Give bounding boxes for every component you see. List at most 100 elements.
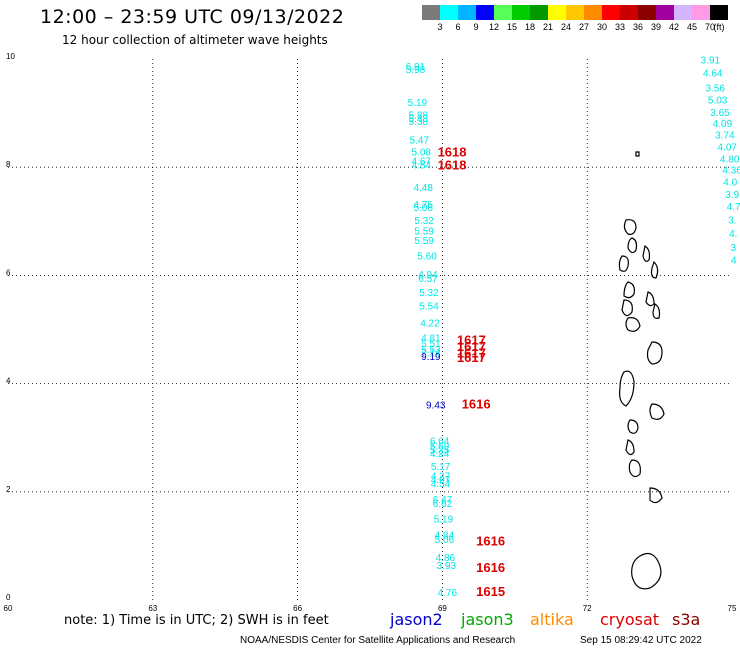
swh-value: 4.07 — [431, 475, 451, 486]
page-subtitle: 12 hour collection of altimeter wave hei… — [62, 33, 328, 47]
swh-value: 4.09 — [713, 119, 733, 130]
legend-swatch — [512, 5, 530, 20]
y-tick-label: 6 — [6, 268, 11, 277]
swh-value: 5.54 — [419, 301, 439, 312]
time-label: 1616 — [462, 396, 491, 411]
legend-label: 30 — [596, 22, 608, 32]
swh-value: 4.54 — [431, 479, 451, 490]
swh-value: 4. — [729, 229, 737, 240]
island-outline — [627, 419, 639, 434]
time-label: 1617 — [457, 339, 486, 354]
swh-value: 9.19 — [421, 352, 441, 363]
island-outline — [618, 255, 629, 272]
swh-value: 5.69 — [430, 442, 450, 453]
x-tick-label: 69 — [438, 604, 447, 613]
legend-label: 36 — [632, 22, 644, 32]
x-tick-label: 66 — [293, 604, 302, 613]
time-label: 1615 — [476, 584, 505, 599]
satellite-name: jason3 — [461, 610, 514, 629]
x-tick-label: 63 — [148, 604, 157, 613]
legend-label: 42 — [668, 22, 680, 32]
swh-value: 4.80 — [720, 154, 740, 165]
island-outline — [625, 317, 641, 332]
footer-credit: NOAA/NESDIS Center for Satellite Applica… — [240, 635, 516, 646]
swh-value: 4.75 — [413, 200, 433, 211]
swh-value: 4.64 — [703, 68, 723, 79]
time-label: 1617 — [457, 350, 486, 365]
color-legend — [422, 5, 728, 20]
satellite-name: jason2 — [390, 610, 443, 629]
legend-label: 15 — [506, 22, 518, 32]
time-label: 1616 — [476, 560, 505, 575]
swh-value: 4.81 — [421, 333, 441, 344]
island-outline — [625, 439, 635, 456]
legend-swatch — [476, 5, 494, 20]
time-label: 1616 — [476, 533, 505, 548]
note-text: note: 1) Time is in UTC; 2) SWH is in fe… — [64, 613, 329, 628]
legend-label: 12 — [488, 22, 500, 32]
swh-value: 3 — [731, 243, 737, 254]
swh-value: 5.38 — [409, 117, 429, 128]
swh-value: 5.53 — [421, 345, 441, 356]
legend-label: (ft) — [713, 22, 725, 32]
swh-value: 5.19 — [434, 515, 454, 526]
swh-value: 4.07 — [718, 142, 738, 153]
island-outline — [623, 219, 637, 235]
swh-value: 5.51 — [421, 339, 441, 350]
legend-swatch — [458, 5, 476, 20]
jason3-swh-labels: 6.915.985.195.885.485.385.475.084.674.84… — [406, 62, 458, 599]
swh-value: 4.27 — [431, 471, 451, 482]
x-tick-label: 75 — [728, 604, 737, 613]
swh-value: 5.32 — [419, 288, 439, 299]
island-outline — [623, 281, 635, 299]
island-outline — [628, 459, 641, 478]
swh-value: 6.57 — [418, 274, 438, 285]
swh-value: 7.14 — [421, 349, 441, 360]
lat-lon-grid: 60 63 66 69 72 75 0 2 4 6 8 10 — [4, 52, 737, 613]
y-tick-label: 0 — [6, 593, 11, 602]
swh-value: 4.7 — [727, 202, 740, 213]
legend-swatch — [620, 5, 638, 20]
island-outline — [649, 403, 665, 420]
jason2-swh-labels: 9.19 9.43 — [421, 352, 446, 412]
swh-value: 5.25 — [430, 445, 450, 456]
legend-swatch — [584, 5, 602, 20]
island-outline — [646, 341, 663, 365]
legend-swatch — [692, 5, 710, 20]
legend-swatch — [530, 5, 548, 20]
swh-value: 4.67 — [412, 156, 432, 167]
legend-swatch — [710, 5, 728, 20]
swh-value: 4.36 — [722, 166, 740, 177]
swh-value: 3.74 — [715, 131, 735, 142]
swh-value: 5.88 — [409, 111, 429, 122]
swh-value: 6.62 — [433, 499, 453, 510]
swh-value: 4.94 — [418, 270, 438, 281]
swh-value: 4 — [731, 255, 737, 266]
y-tick-label: 10 — [6, 52, 15, 61]
legend-label: 39 — [650, 22, 662, 32]
page-title: 12:00 – 23:59 UTC 09/13/2022 — [40, 6, 345, 28]
legend-label: 9 — [473, 22, 479, 32]
satellite-name: altika — [530, 610, 574, 629]
swh-value: 4.24 — [430, 449, 450, 460]
time-label: 1617 — [457, 333, 486, 348]
swh-value: 5.03 — [708, 95, 728, 106]
legend-swatch — [548, 5, 566, 20]
island-outline — [619, 370, 635, 407]
legend-label: 70 — [704, 22, 716, 32]
swh-value: 4.84 — [435, 530, 455, 541]
legend-label: 27 — [578, 22, 590, 32]
island-outline — [642, 245, 651, 262]
swh-value: 5.98 — [406, 65, 426, 76]
swh-value: 3.65 — [710, 108, 730, 119]
swh-value: 4.0 — [723, 178, 737, 189]
island-outline — [635, 151, 640, 157]
legend-swatch — [638, 5, 656, 20]
legend-label: 21 — [542, 22, 554, 32]
satellite-name: cryosat — [600, 610, 660, 629]
legend-swatch — [440, 5, 458, 20]
swh-value: 5.60 — [417, 252, 437, 263]
swh-value: 5.06 — [435, 535, 455, 546]
swh-value: 5.17 — [431, 462, 451, 473]
